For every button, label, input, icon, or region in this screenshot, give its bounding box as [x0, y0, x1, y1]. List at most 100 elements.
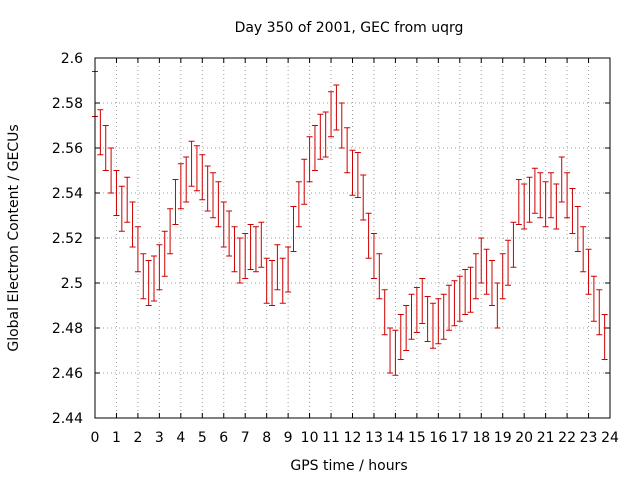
data-point [151, 255, 158, 302]
data-point [317, 113, 324, 160]
data-point [258, 221, 265, 268]
x-tick-label: 15 [408, 430, 426, 446]
data-point [499, 253, 506, 300]
y-tick-label: 2.48 [52, 321, 83, 337]
data-point [134, 226, 141, 273]
data-point [387, 327, 394, 374]
data-point [263, 257, 270, 304]
data-point [429, 302, 436, 349]
data-point [102, 125, 109, 171]
x-tick-label: 14 [387, 430, 405, 446]
data-point [601, 314, 608, 360]
x-tick-label: 20 [515, 430, 533, 446]
data-point [193, 145, 200, 192]
x-tick-label: 16 [429, 430, 447, 446]
y-axis-label: Global Electron Content / GECUs [6, 124, 22, 351]
x-tick-label: 10 [301, 430, 319, 446]
x-tick-label: 21 [537, 430, 555, 446]
data-point [226, 210, 233, 257]
data-point [140, 253, 147, 300]
data-point [413, 287, 420, 333]
data-point [145, 260, 152, 306]
y-tick-label: 2.46 [52, 366, 83, 382]
x-tick-label: 4 [176, 430, 185, 446]
data-point [247, 224, 254, 270]
data-point [537, 172, 544, 219]
x-tick-label: 19 [494, 430, 512, 446]
y-tick-label: 2.58 [52, 96, 83, 112]
x-tick-label: 17 [451, 430, 469, 446]
y-tick-label: 2.6 [61, 51, 83, 67]
data-point [252, 226, 259, 273]
data-point [564, 172, 571, 219]
y-tick-label: 2.56 [52, 141, 83, 157]
data-point [510, 221, 517, 268]
data-point [435, 298, 442, 345]
data-point [370, 233, 377, 279]
grid-lines [95, 58, 610, 418]
data-point [360, 174, 367, 221]
data-point [188, 140, 195, 187]
data-point [488, 260, 495, 306]
data-point [108, 147, 115, 194]
x-tick-label: 22 [558, 430, 576, 446]
data-point [97, 109, 104, 156]
x-tick-label: 8 [262, 430, 271, 446]
data-point [156, 244, 163, 291]
data-point [306, 136, 313, 183]
data-point [344, 127, 351, 174]
data-point [558, 156, 565, 203]
data-point [478, 237, 485, 284]
data-point [113, 170, 120, 216]
x-tick-label: 9 [284, 430, 293, 446]
data-point [472, 253, 479, 300]
data-point [467, 266, 474, 313]
data-point [177, 163, 184, 210]
data-point [328, 91, 335, 138]
data-point [338, 102, 345, 149]
data-point [311, 125, 318, 171]
x-axis-label: GPS time / hours [290, 458, 407, 474]
data-point [129, 201, 136, 248]
data-point [376, 253, 383, 300]
data-point [285, 246, 292, 293]
x-tick-label: 7 [241, 430, 250, 446]
x-tick-label: 12 [344, 430, 362, 446]
data-point [403, 305, 410, 351]
y-tick-label: 2.5 [61, 276, 83, 292]
data-point [505, 239, 512, 286]
data-point [440, 293, 447, 340]
data-point [446, 284, 453, 331]
data-point [553, 183, 560, 230]
data-point [569, 188, 576, 234]
data-point [172, 179, 179, 225]
y-tick-label: 2.44 [52, 411, 83, 427]
data-point [365, 212, 372, 259]
data-point [199, 154, 206, 201]
data-point [333, 84, 340, 131]
x-tick-label: 6 [219, 430, 228, 446]
data-point [521, 183, 528, 230]
data-point [290, 206, 297, 252]
x-tick-label: 18 [472, 430, 490, 446]
data-point [590, 275, 597, 322]
data-point [215, 181, 222, 228]
data-point [322, 111, 329, 158]
data-point [483, 248, 490, 295]
data-point [451, 280, 458, 327]
data-point [204, 165, 211, 212]
data-point [526, 176, 533, 223]
data-point [220, 201, 227, 248]
data-point [515, 179, 522, 225]
data-point [231, 226, 238, 273]
data-point [397, 314, 404, 360]
data-point [419, 278, 426, 324]
data-point [167, 208, 174, 255]
y-tick-label: 2.54 [52, 186, 83, 202]
data-point [301, 158, 308, 205]
data-point [580, 226, 587, 273]
data-series [92, 71, 608, 376]
data-point [542, 181, 549, 228]
x-tick-label: 5 [198, 430, 207, 446]
